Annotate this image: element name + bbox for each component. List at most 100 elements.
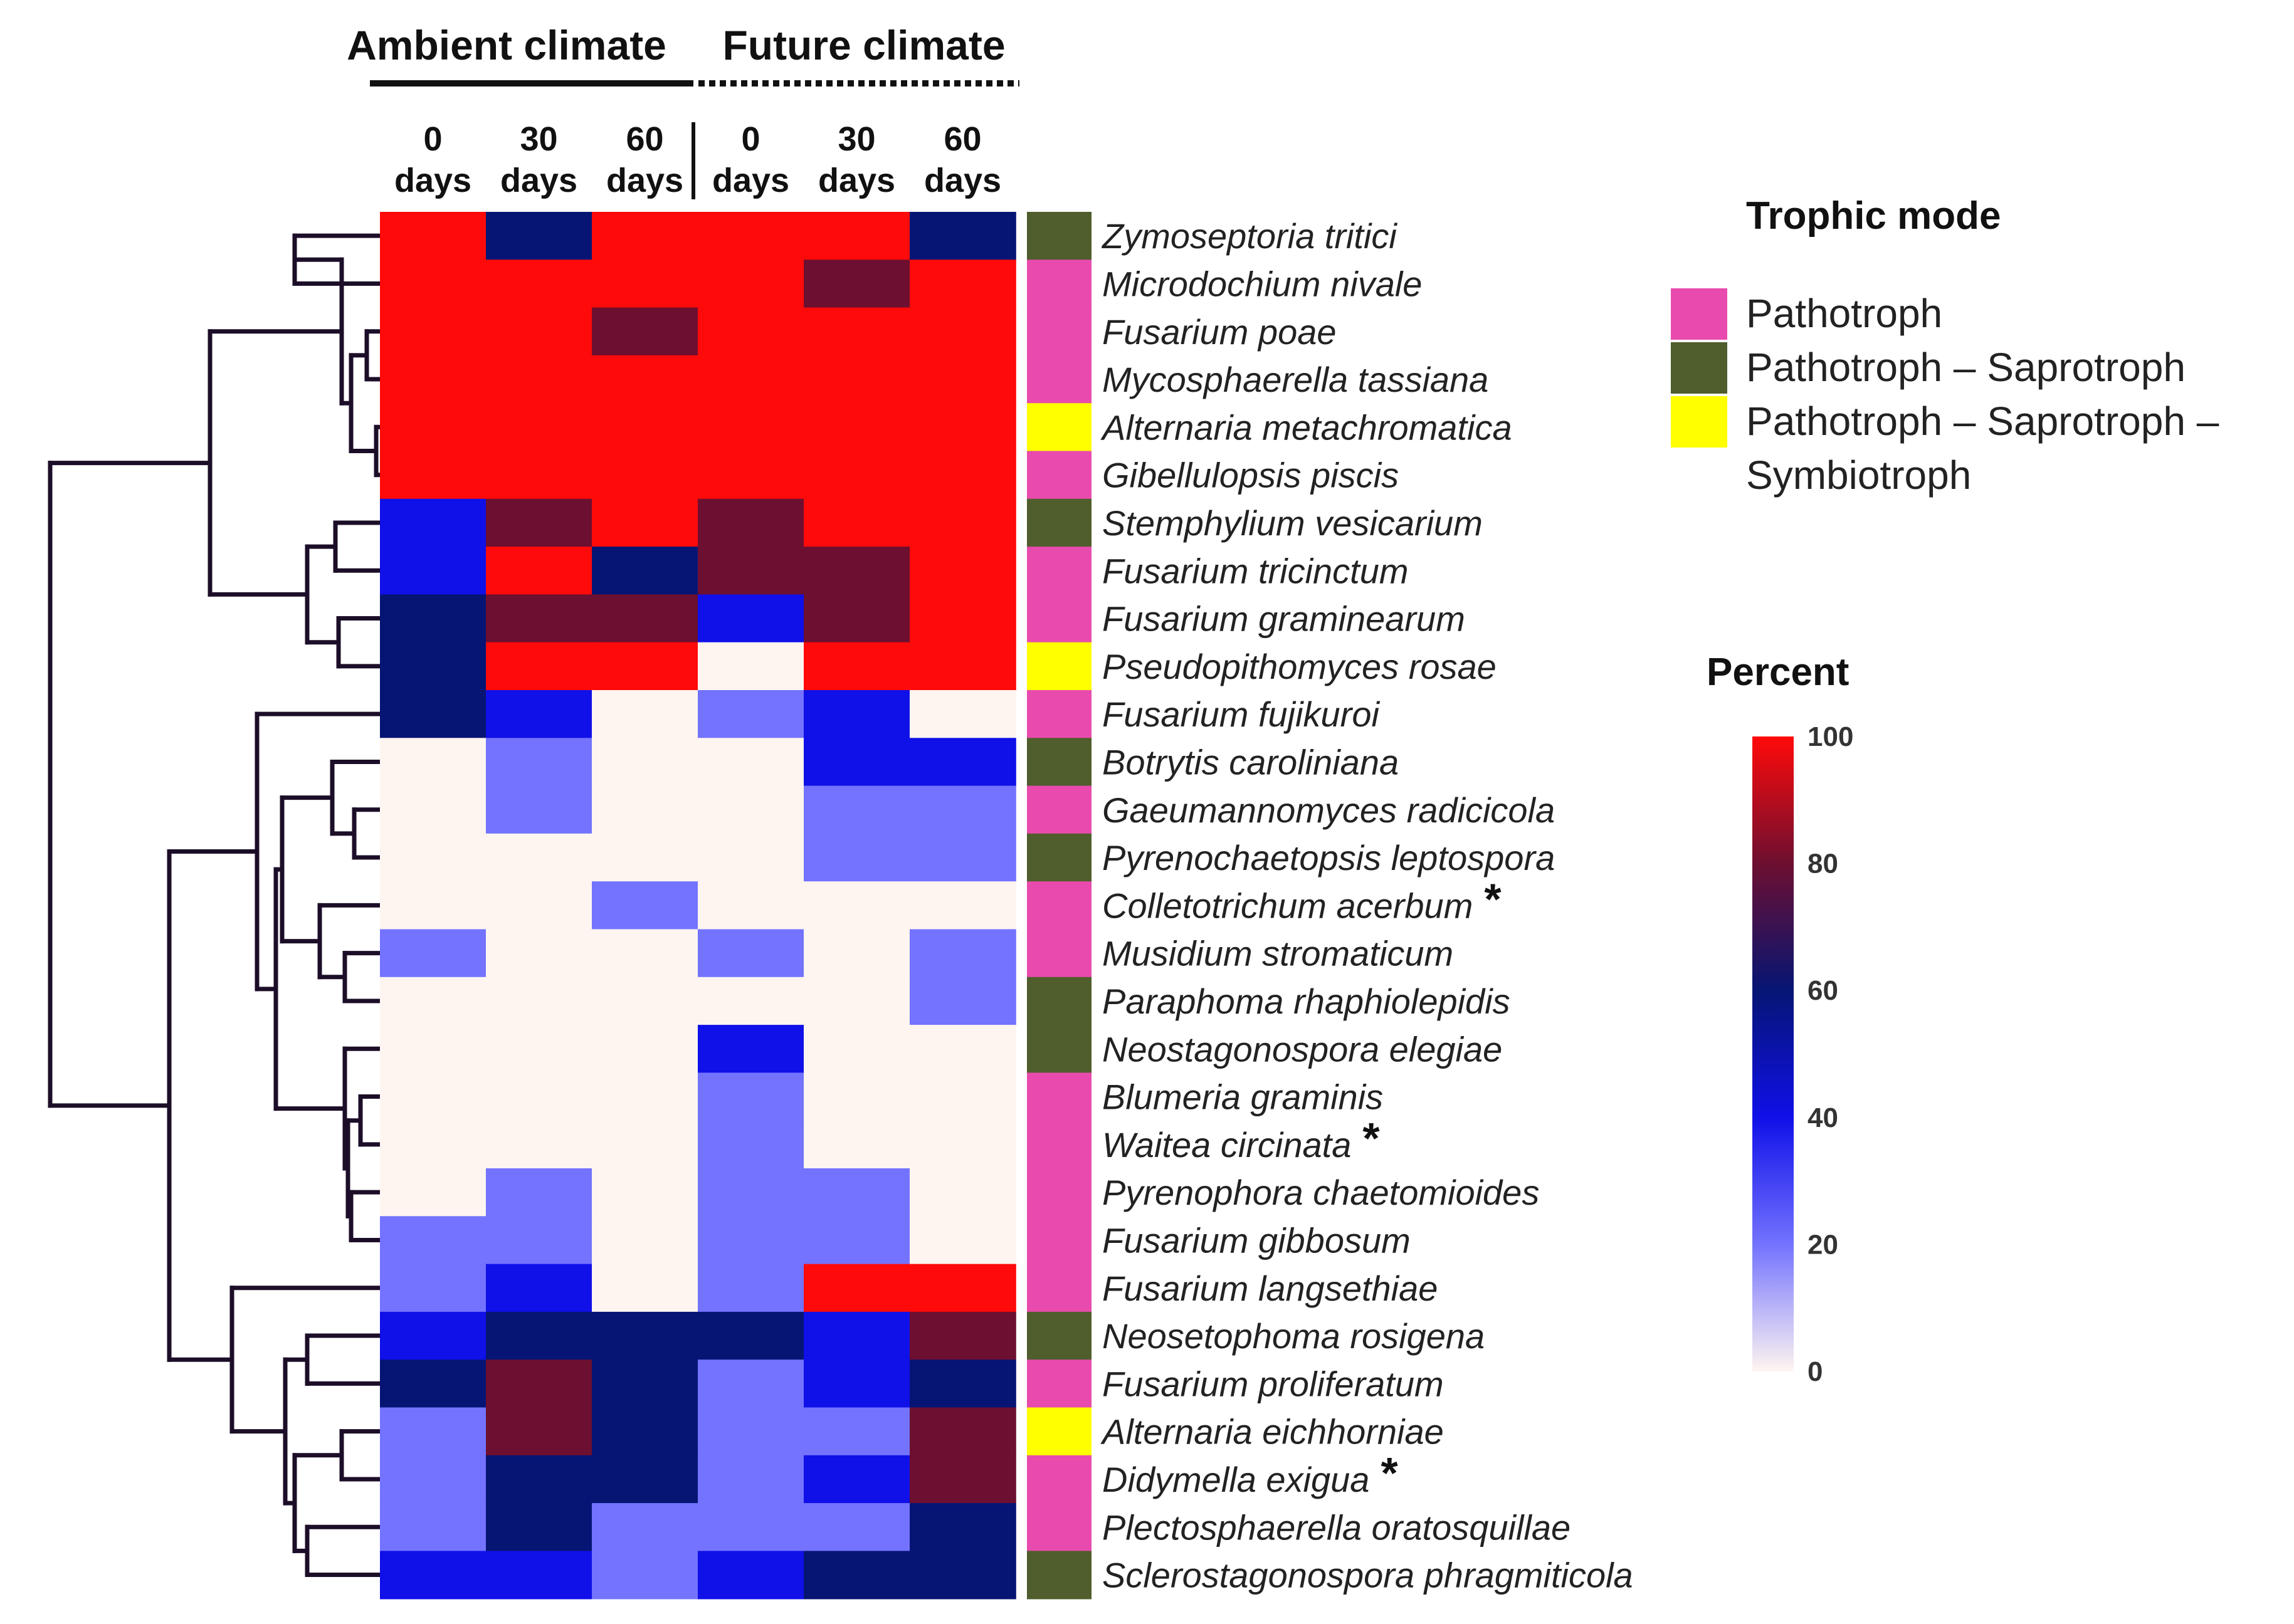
heatmap-cell (486, 307, 592, 356)
heatmap-cell (486, 1120, 592, 1169)
colorbar-tick-label: 60 (1807, 975, 1838, 1006)
heatmap-cell (698, 307, 804, 356)
column-header-value: 60 (626, 120, 663, 158)
trophic-cell (1027, 1359, 1092, 1408)
heatmap-cell (910, 1455, 1016, 1504)
heatmap-cell (910, 1072, 1016, 1121)
heatmap-cell (486, 881, 592, 930)
heatmap-cell (698, 881, 804, 930)
trophic-legend-swatch (1671, 396, 1727, 448)
heatmap-cell (804, 1311, 910, 1360)
heatmap-cell (698, 1216, 804, 1265)
trophic-cell (1027, 1025, 1092, 1074)
species-label: Microdochium nivale (1102, 264, 1422, 303)
heatmap-cell (592, 594, 698, 643)
species-label: Pyrenochaetopsis leptospora (1102, 838, 1555, 877)
heatmap-cell (910, 977, 1016, 1025)
heatmap-cell (698, 690, 804, 739)
colorbar-tick-label: 20 (1807, 1229, 1838, 1260)
heatmap-cell (910, 403, 1016, 452)
trophic-cell (1027, 1120, 1092, 1169)
heatmap-cell (592, 738, 698, 787)
heatmap-cell (486, 451, 592, 500)
heatmap-cell (804, 833, 910, 882)
heatmap-cell (592, 403, 698, 452)
heatmap-cell (592, 785, 698, 834)
colorbar-tick-label: 40 (1807, 1103, 1838, 1133)
trophic-cell (1027, 307, 1092, 356)
species-label: Fusarium proliferatum (1102, 1364, 1444, 1403)
heatmap-cell (804, 1455, 910, 1504)
species-label: Didymella exigua (1102, 1460, 1369, 1499)
heatmap-cell (698, 1025, 804, 1074)
heatmap-cell (486, 929, 592, 978)
heatmap-cell (486, 1311, 592, 1360)
heatmap-cell (486, 498, 592, 547)
species-label: Fusarium langsethiae (1102, 1269, 1438, 1308)
trophic-cell (1027, 1072, 1092, 1121)
heatmap-cell (380, 929, 487, 978)
heatmap-cell (698, 1503, 804, 1552)
heatmap-cell (380, 1025, 487, 1074)
heatmap-cell (910, 738, 1016, 787)
heatmap-cell (698, 977, 804, 1025)
heatmap-cell (380, 547, 487, 595)
heatmap-cell (486, 1025, 592, 1074)
trophic-legend: Trophic mode Pathotroph Pathotroph – Sapro… (1671, 194, 2219, 498)
heatmap-cell (380, 833, 487, 882)
colorbar-gradient (1752, 736, 1794, 1371)
heatmap-cell (486, 1551, 592, 1600)
significance-asterisk: * (1381, 1449, 1398, 1497)
trophic-cell (1027, 1168, 1092, 1217)
heatmap-cell (804, 212, 910, 261)
heatmap-cell (486, 642, 592, 691)
colorbar-tick-label: 80 (1807, 849, 1838, 879)
heatmap-cell (592, 547, 698, 595)
trophic-cell (1027, 498, 1092, 547)
heatmap-cell (910, 1216, 1016, 1265)
heatmap-cell (592, 1120, 698, 1169)
heatmap-cell (698, 498, 804, 547)
trophic-legend-swatch (1671, 342, 1727, 394)
heatmap-cell (486, 1072, 592, 1121)
heatmap-cell (486, 1359, 592, 1408)
heatmap-cell (804, 403, 910, 452)
trophic-cell (1027, 977, 1092, 1025)
species-label: Stemphylium vesicarium (1102, 503, 1483, 543)
heatmap-cell (910, 594, 1016, 643)
heatmap-cell (380, 1503, 487, 1552)
species-label: Botrytis caroliniana (1102, 742, 1399, 782)
column-header-unit: days (500, 162, 577, 199)
heatmap-cell (804, 977, 910, 1025)
species-label: Fusarium tricinctum (1102, 551, 1409, 590)
species-label: Blumeria graminis (1102, 1077, 1383, 1117)
heatmap-cell (592, 212, 698, 261)
column-header-value: 0 (741, 120, 760, 158)
heatmap-cell (910, 212, 1016, 261)
species-label: Mycosphaerella tassiana (1102, 360, 1488, 399)
species-label: Plectosphaerella oratosquillae (1102, 1507, 1571, 1547)
column-headers: 0 days 30 days 60 days 0 days 30 days 60 days (394, 120, 1001, 199)
species-label: Paraphoma rhaphiolepidis (1102, 982, 1510, 1021)
heatmap-cell (592, 1072, 698, 1121)
species-label: Gibellulopsis piscis (1102, 456, 1399, 495)
heatmap-cell (592, 451, 698, 500)
trophic-cell (1027, 642, 1092, 691)
heatmap-cell (486, 212, 592, 261)
species-label: Fusarium fujikuroi (1102, 694, 1380, 734)
trophic-legend-label: Pathotroph – Saprotroph (1746, 345, 2186, 390)
heatmap-cell (910, 1503, 1016, 1552)
heatmap-cell (698, 1359, 804, 1408)
species-label: Fusarium graminearum (1102, 599, 1465, 639)
species-label: Neostagonospora elegiae (1102, 1029, 1502, 1069)
heatmap-cell (910, 1407, 1016, 1456)
heatmap-cell (698, 929, 804, 978)
trophic-cell (1027, 403, 1092, 452)
heatmap-cell (592, 1168, 698, 1217)
species-label: Alternaria metachromatica (1100, 407, 1512, 447)
percent-colorbar: Percent 100 80 60 40 20 0 (1707, 651, 1853, 1387)
heatmap-cell (804, 1025, 910, 1074)
heatmap-cell (380, 1359, 487, 1408)
species-label: Colletotrichum acerbum (1102, 886, 1473, 925)
heatmap-cell (910, 1359, 1016, 1408)
